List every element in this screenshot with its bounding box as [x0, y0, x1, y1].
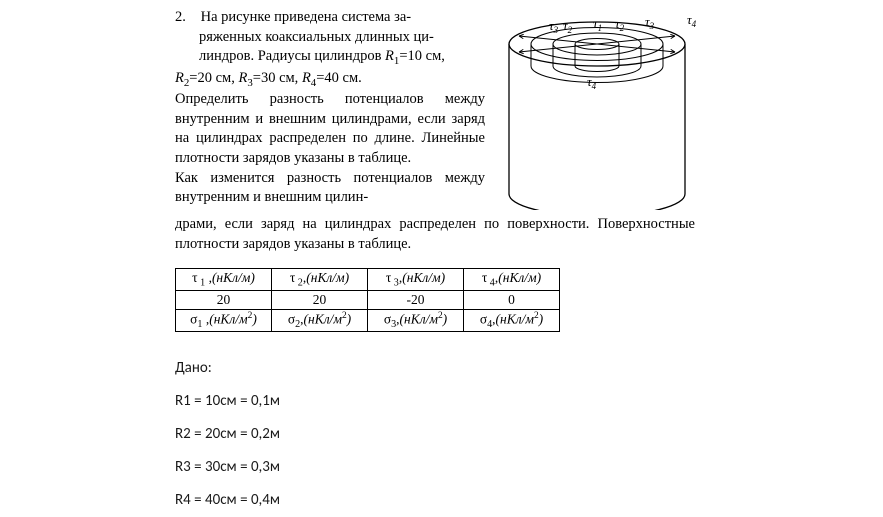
- given-row-0: R1 = 10см = 0,1м: [175, 385, 883, 418]
- line2: ряженных коаксиальных длинных ци-: [199, 29, 434, 45]
- continuation-text: драми, если заряд на цилиндрах распредел…: [175, 215, 695, 254]
- para2b: драми, если заряд на цилиндрах распредел…: [175, 216, 695, 252]
- svg-text:τ3: τ3: [549, 18, 559, 35]
- svg-text:τ3: τ3: [645, 14, 655, 31]
- line1: На рисунке приведена система за-: [201, 9, 411, 25]
- cylinder-figure: τ4τ3τ3τ2τ1τ2τ4: [493, 4, 701, 215]
- r2l: R: [175, 70, 184, 86]
- r1v: =10 см,: [399, 48, 445, 64]
- svg-text:τ2: τ2: [615, 16, 625, 33]
- para1: Определить разность потенциалов между вн…: [175, 91, 485, 166]
- problem-row: 2. На рисунке приведена система за- ряже…: [175, 8, 883, 215]
- given-block: Дано: R1 = 10см = 0,1м R2 = 20см = 0,2м …: [175, 352, 883, 517]
- r3l: R: [238, 70, 247, 86]
- r1l: R: [385, 48, 394, 64]
- charge-table: τ 1 ,(нКл/м)τ 2,(нКл/м)τ 3,(нКл/м)τ 4,(н…: [175, 268, 560, 332]
- line3-prefix: линдров. Радиусы цилиндров: [199, 48, 385, 64]
- given-row-2: R3 = 30см = 0,3м: [175, 451, 883, 484]
- problem-text: 2. На рисунке приведена система за- ряже…: [175, 8, 485, 208]
- svg-text:τ1: τ1: [593, 16, 602, 33]
- given-row-3: R4 = 40см = 0,4м: [175, 484, 883, 517]
- r3v: =30 см,: [253, 70, 302, 86]
- given-title: Дано:: [175, 352, 883, 385]
- page: 2. На рисунке приведена система за- ряже…: [0, 0, 883, 517]
- cylinder-svg: τ4τ3τ3τ2τ1τ2τ4: [493, 4, 701, 210]
- svg-text:τ4: τ4: [687, 12, 697, 29]
- r4l: R: [302, 70, 311, 86]
- svg-text:τ2: τ2: [563, 18, 573, 35]
- para2a: Как изменится разность потенциалов между…: [175, 170, 485, 206]
- problem-number: 2.: [175, 8, 197, 28]
- table-wrap: τ 1 ,(нКл/м)τ 2,(нКл/м)τ 3,(нКл/м)τ 4,(н…: [175, 268, 883, 332]
- r2v: =20 см,: [189, 70, 238, 86]
- r4v: =40 см.: [316, 70, 362, 86]
- given-row-1: R2 = 20см = 0,2м: [175, 418, 883, 451]
